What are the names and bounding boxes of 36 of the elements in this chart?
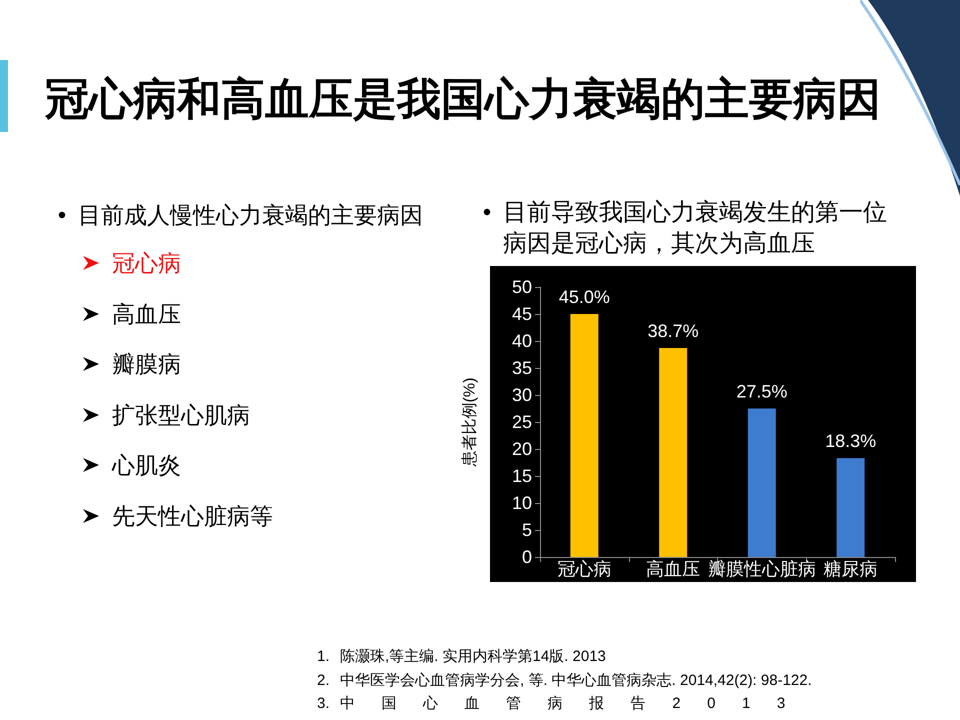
data-label: 27.5%: [736, 382, 788, 402]
x-tick-label: 瓣膜性心脏病: [708, 559, 816, 579]
y-tick-label: 0: [522, 547, 532, 567]
y-tick-label: 25: [512, 412, 532, 432]
y-tick-label: 15: [512, 466, 532, 486]
bar: [748, 408, 776, 557]
text: 扩张型心肌病: [112, 400, 250, 430]
text: 瓣膜病: [112, 350, 181, 380]
text: 冠心病: [112, 249, 181, 278]
y-tick-label: 10: [512, 493, 532, 513]
y-tick-label: 30: [512, 385, 532, 405]
y-tick-label: 50: [512, 277, 532, 297]
text: 目前导致我国心力衰竭发生的第一位病因是冠心病，其次为高血压: [503, 198, 888, 259]
y-axis-title: 患者比例(%): [460, 378, 478, 468]
text: 3. 中国心血管病报告2013: [317, 694, 812, 714]
y-tick-label: 35: [512, 358, 532, 378]
x-tick-label: 冠心病: [557, 559, 612, 579]
x-tick-label: 糖尿病: [824, 559, 878, 579]
bar: [659, 348, 688, 557]
y-tick-label: 20: [512, 439, 532, 459]
x-tick-label: 高血压: [646, 559, 700, 579]
text: 2. 中华医学会心血管病学分会, 等. 中华心血管病杂志. 2014,42(2): 98-122.: [317, 670, 812, 690]
text: 先天性心脏病等: [112, 502, 273, 531]
y-tick-label: 45: [512, 304, 532, 324]
bar: [836, 458, 865, 557]
chart-title: 冠心病和高血压是我国心力衰竭的主要病因: [45, 74, 881, 126]
bar: [570, 314, 598, 557]
y-tick-label: 5: [522, 520, 532, 540]
text: 心肌炎: [112, 451, 181, 480]
data-label: 18.3%: [825, 431, 876, 452]
data-label: 45.0%: [558, 287, 610, 307]
text: 1. 陈灏珠,等主编. 实用内科学第14版. 2013: [317, 647, 606, 667]
text: 目前成人慢性心力衰竭的主要病因: [78, 201, 423, 230]
text: 高血压: [112, 300, 181, 329]
data-label: 38.7%: [648, 321, 699, 342]
y-tick-label: 40: [512, 331, 532, 351]
